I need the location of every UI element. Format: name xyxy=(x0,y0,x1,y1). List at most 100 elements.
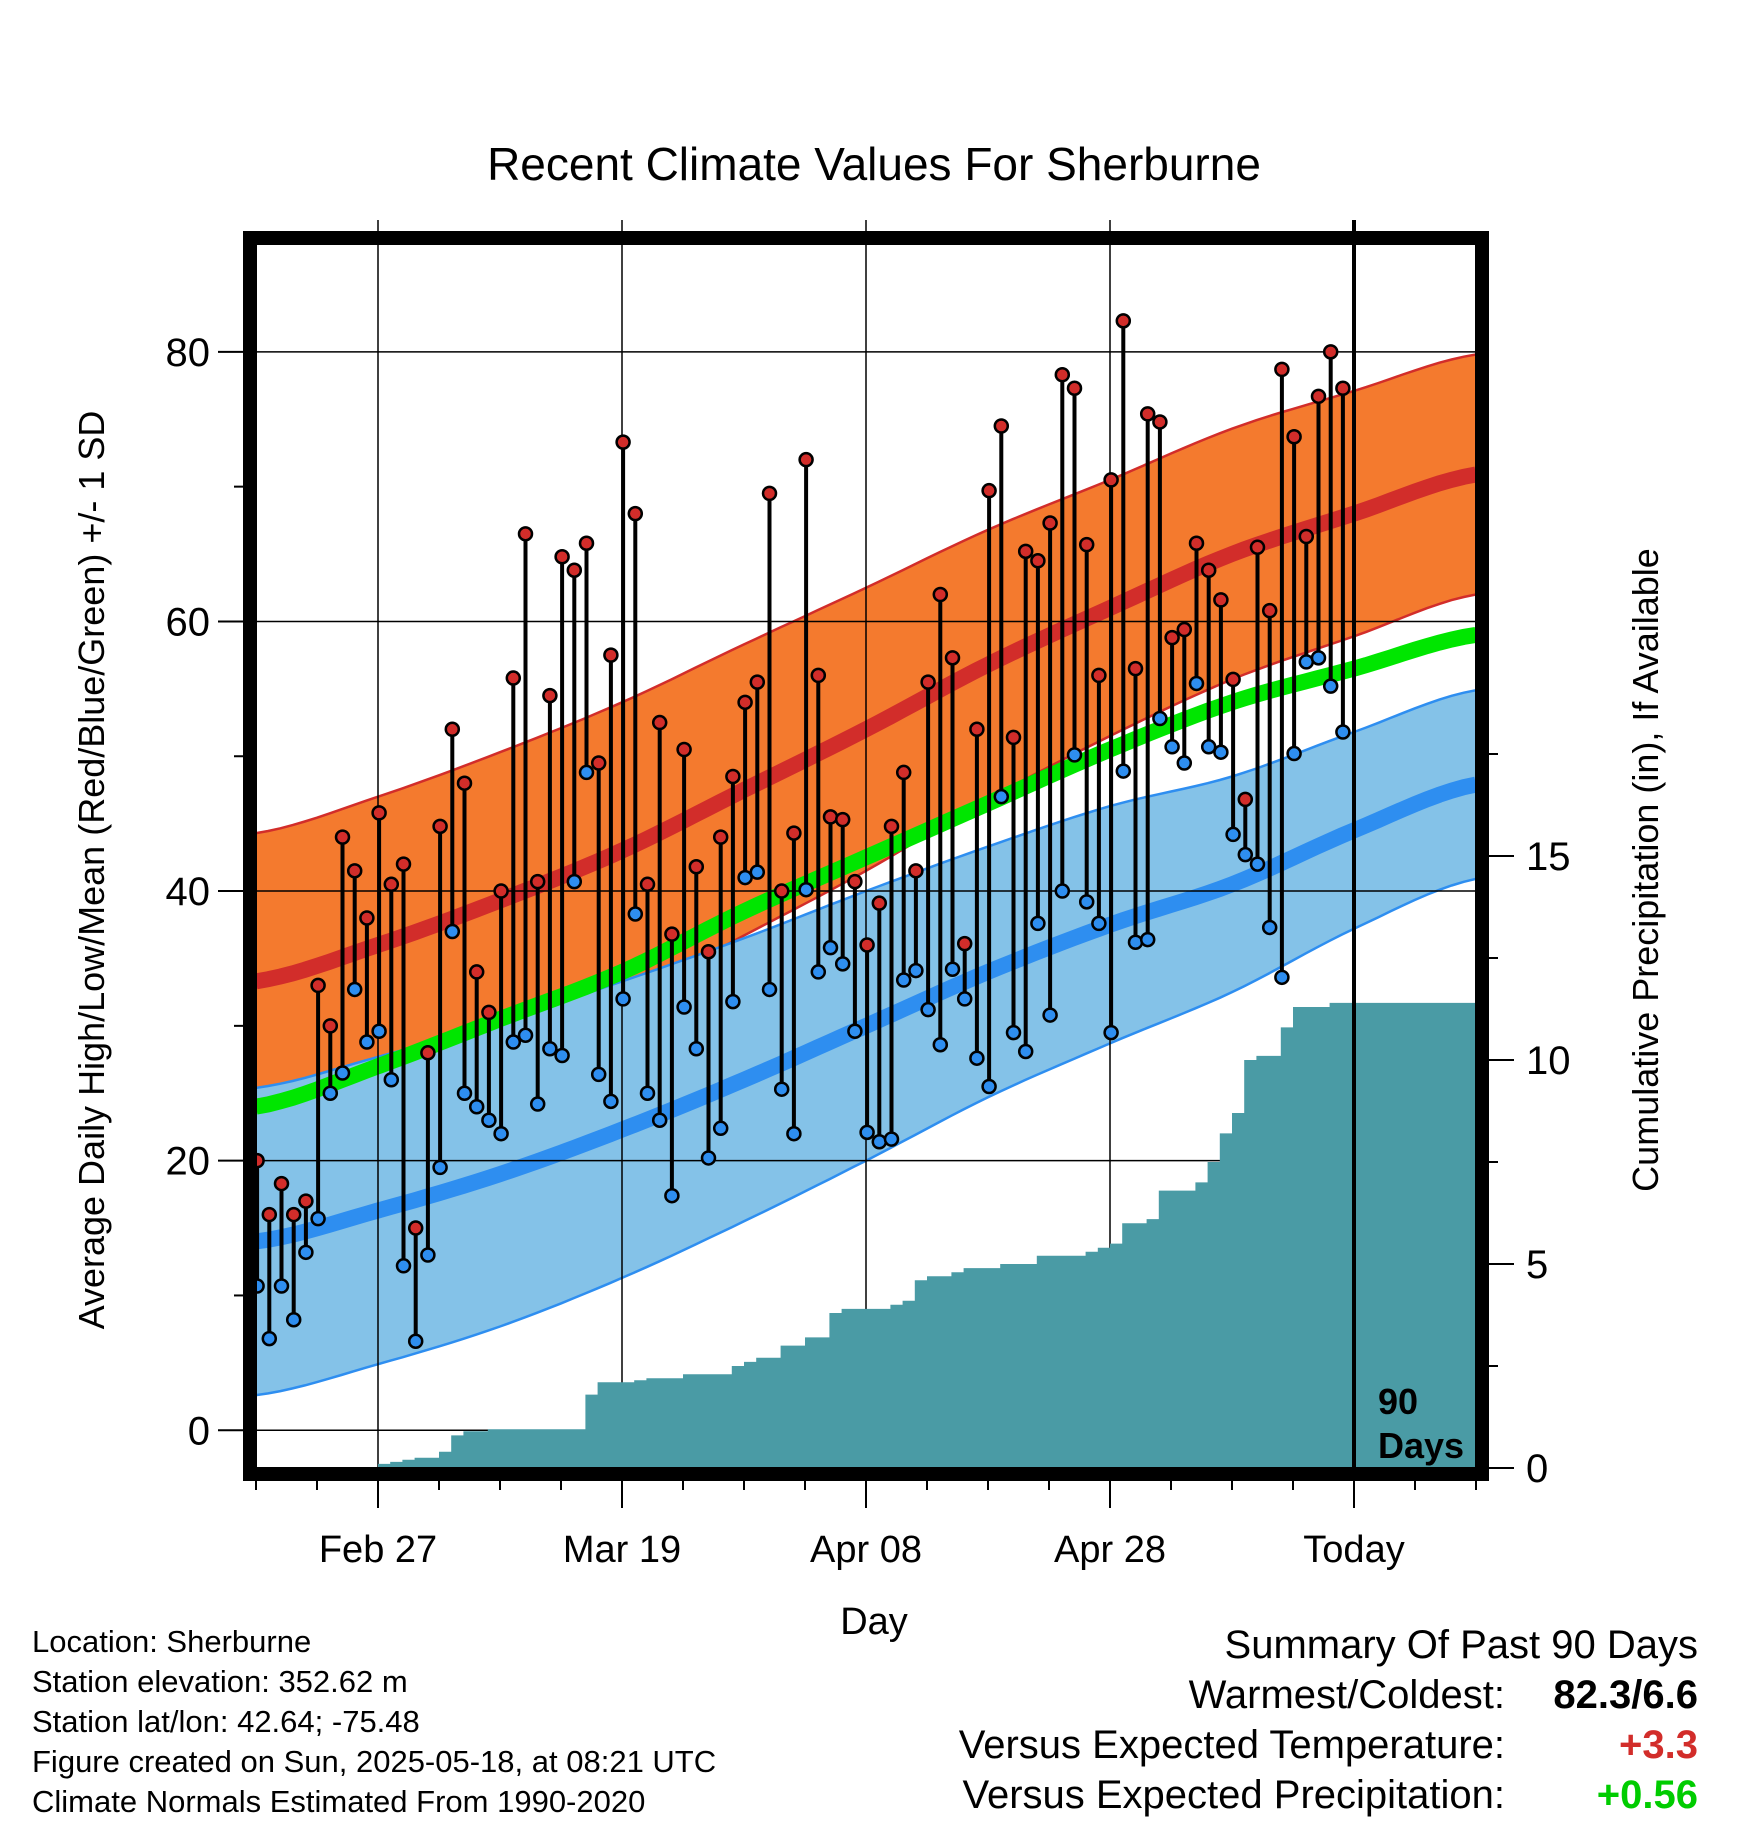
daily-high-point xyxy=(285,1206,302,1223)
daily-high-point xyxy=(1286,429,1302,445)
daily-high-point xyxy=(627,505,644,522)
daily-high-point xyxy=(1322,344,1339,360)
daily-low-point xyxy=(1017,1043,1034,1060)
daily-low-point xyxy=(1322,678,1339,694)
daily-low-point xyxy=(749,864,766,880)
x-tick-label: Mar 19 xyxy=(563,1529,681,1571)
axes: 0 20 40 60 80 0 5 10 15 Feb 27 Mar 19 Apr 08 Apr 28 T… xyxy=(166,331,1571,1571)
daily-low-point xyxy=(395,1258,412,1274)
daily-low-point xyxy=(1261,919,1278,936)
daily-low-point xyxy=(712,1120,729,1137)
daily-high-point xyxy=(1249,539,1266,556)
daily-low-point xyxy=(298,1244,314,1261)
daily-low-point xyxy=(993,788,1010,805)
daily-low-point xyxy=(798,881,814,898)
daily-low-point xyxy=(1042,1007,1058,1023)
daily-low-point xyxy=(444,923,461,940)
daily-low-point xyxy=(651,1112,668,1128)
daily-high-point xyxy=(1261,602,1278,619)
daily-low-point xyxy=(969,1050,985,1066)
y-tick-label: 20 xyxy=(166,1140,211,1184)
daily-high-point xyxy=(834,811,851,828)
daily-low-point xyxy=(1127,934,1144,951)
daily-high-point xyxy=(944,650,961,666)
daily-high-point xyxy=(334,829,351,845)
daily-low-point xyxy=(737,869,753,886)
daily-high-point xyxy=(712,829,729,845)
daily-low-point xyxy=(542,1041,558,1057)
precip-cumulative-area xyxy=(256,1002,1476,1468)
summary-precip: Versus Expected Precipitation: +0.56 xyxy=(959,1770,1698,1820)
y2-tick-label: 15 xyxy=(1526,835,1571,879)
daily-low-point xyxy=(529,1096,546,1112)
x-axis-label: Day xyxy=(840,1601,908,1643)
daily-high-point xyxy=(1176,621,1193,638)
daily-high-point xyxy=(664,926,680,942)
daily-low-point xyxy=(468,1098,485,1115)
daily-low-point xyxy=(834,956,851,972)
daily-low-point xyxy=(273,1278,290,1294)
daily-high-point xyxy=(920,674,936,690)
daily-high-point xyxy=(590,755,607,771)
daily-low-point xyxy=(615,991,631,1007)
y2-tick-label: 10 xyxy=(1526,1039,1571,1083)
chart-title: Recent Climate Values For Sherburne xyxy=(487,138,1261,190)
daily-low-point xyxy=(1188,675,1205,692)
daily-high-point xyxy=(505,670,522,686)
daily-high-point xyxy=(359,910,375,926)
daily-high-point xyxy=(639,876,656,893)
daily-high-point xyxy=(908,863,924,879)
elevation-text: Station elevation: 352.62 m xyxy=(32,1664,408,1699)
x-tick-label: Feb 27 xyxy=(319,1529,437,1571)
daily-high-point xyxy=(371,805,387,821)
daily-high-point xyxy=(1152,414,1168,430)
daily-high-point xyxy=(310,977,326,994)
temp-label: Versus Expected Temperature: xyxy=(958,1723,1505,1767)
daily-low-point xyxy=(822,939,839,956)
summary-warm-cold: Warmest/Coldest: 82.3/6.6 xyxy=(959,1670,1698,1720)
daily-high-point xyxy=(566,562,583,578)
daily-high-point xyxy=(798,451,814,468)
daily-low-point xyxy=(432,1159,448,1176)
daily-low-point xyxy=(895,972,912,988)
daily-high-point xyxy=(1200,562,1217,578)
daily-low-point xyxy=(773,1081,790,1097)
daily-high-point xyxy=(651,714,668,731)
daily-high-point xyxy=(932,586,949,603)
daily-high-point xyxy=(676,741,692,758)
daily-high-point xyxy=(1078,536,1095,553)
normals-text: Climate Normals Estimated From 1990-2020 xyxy=(32,1784,646,1819)
daily-low-point xyxy=(956,991,973,1007)
daily-high-point xyxy=(554,548,570,565)
daily-high-point xyxy=(725,768,741,785)
daily-low-point xyxy=(371,1023,387,1039)
daily-high-point xyxy=(1164,629,1180,646)
daily-low-point xyxy=(639,1085,656,1102)
daily-low-point xyxy=(578,764,595,781)
daily-high-point xyxy=(1005,729,1022,746)
daily-low-point xyxy=(688,1041,705,1057)
daily-high-point xyxy=(847,873,863,890)
daily-high-point xyxy=(1188,535,1205,552)
daily-high-point xyxy=(871,895,888,911)
daily-high-point xyxy=(1213,592,1229,608)
daily-high-point xyxy=(444,721,461,738)
daily-low-point xyxy=(1225,826,1241,843)
daily-low-point xyxy=(944,961,961,977)
daily-low-point xyxy=(676,999,692,1015)
created-text: Figure created on Sun, 2025-05-18, at 08… xyxy=(32,1744,717,1779)
daily-high-point xyxy=(1066,380,1083,396)
daily-temperature-marks xyxy=(249,313,1351,1350)
daily-high-point xyxy=(1042,515,1058,531)
temp-value: +3.3 xyxy=(1619,1723,1698,1767)
daily-low-point xyxy=(859,1124,875,1141)
daily-low-point xyxy=(359,1034,375,1050)
daily-high-point xyxy=(981,482,997,499)
daily-low-point xyxy=(1030,915,1046,932)
daily-low-point xyxy=(590,1066,607,1083)
daily-high-point xyxy=(810,667,827,684)
daily-high-point xyxy=(481,1004,497,1021)
warm-cold-label: Warmest/Coldest: xyxy=(1188,1673,1505,1717)
daily-low-point xyxy=(1200,739,1217,755)
daily-high-point xyxy=(1310,388,1327,405)
